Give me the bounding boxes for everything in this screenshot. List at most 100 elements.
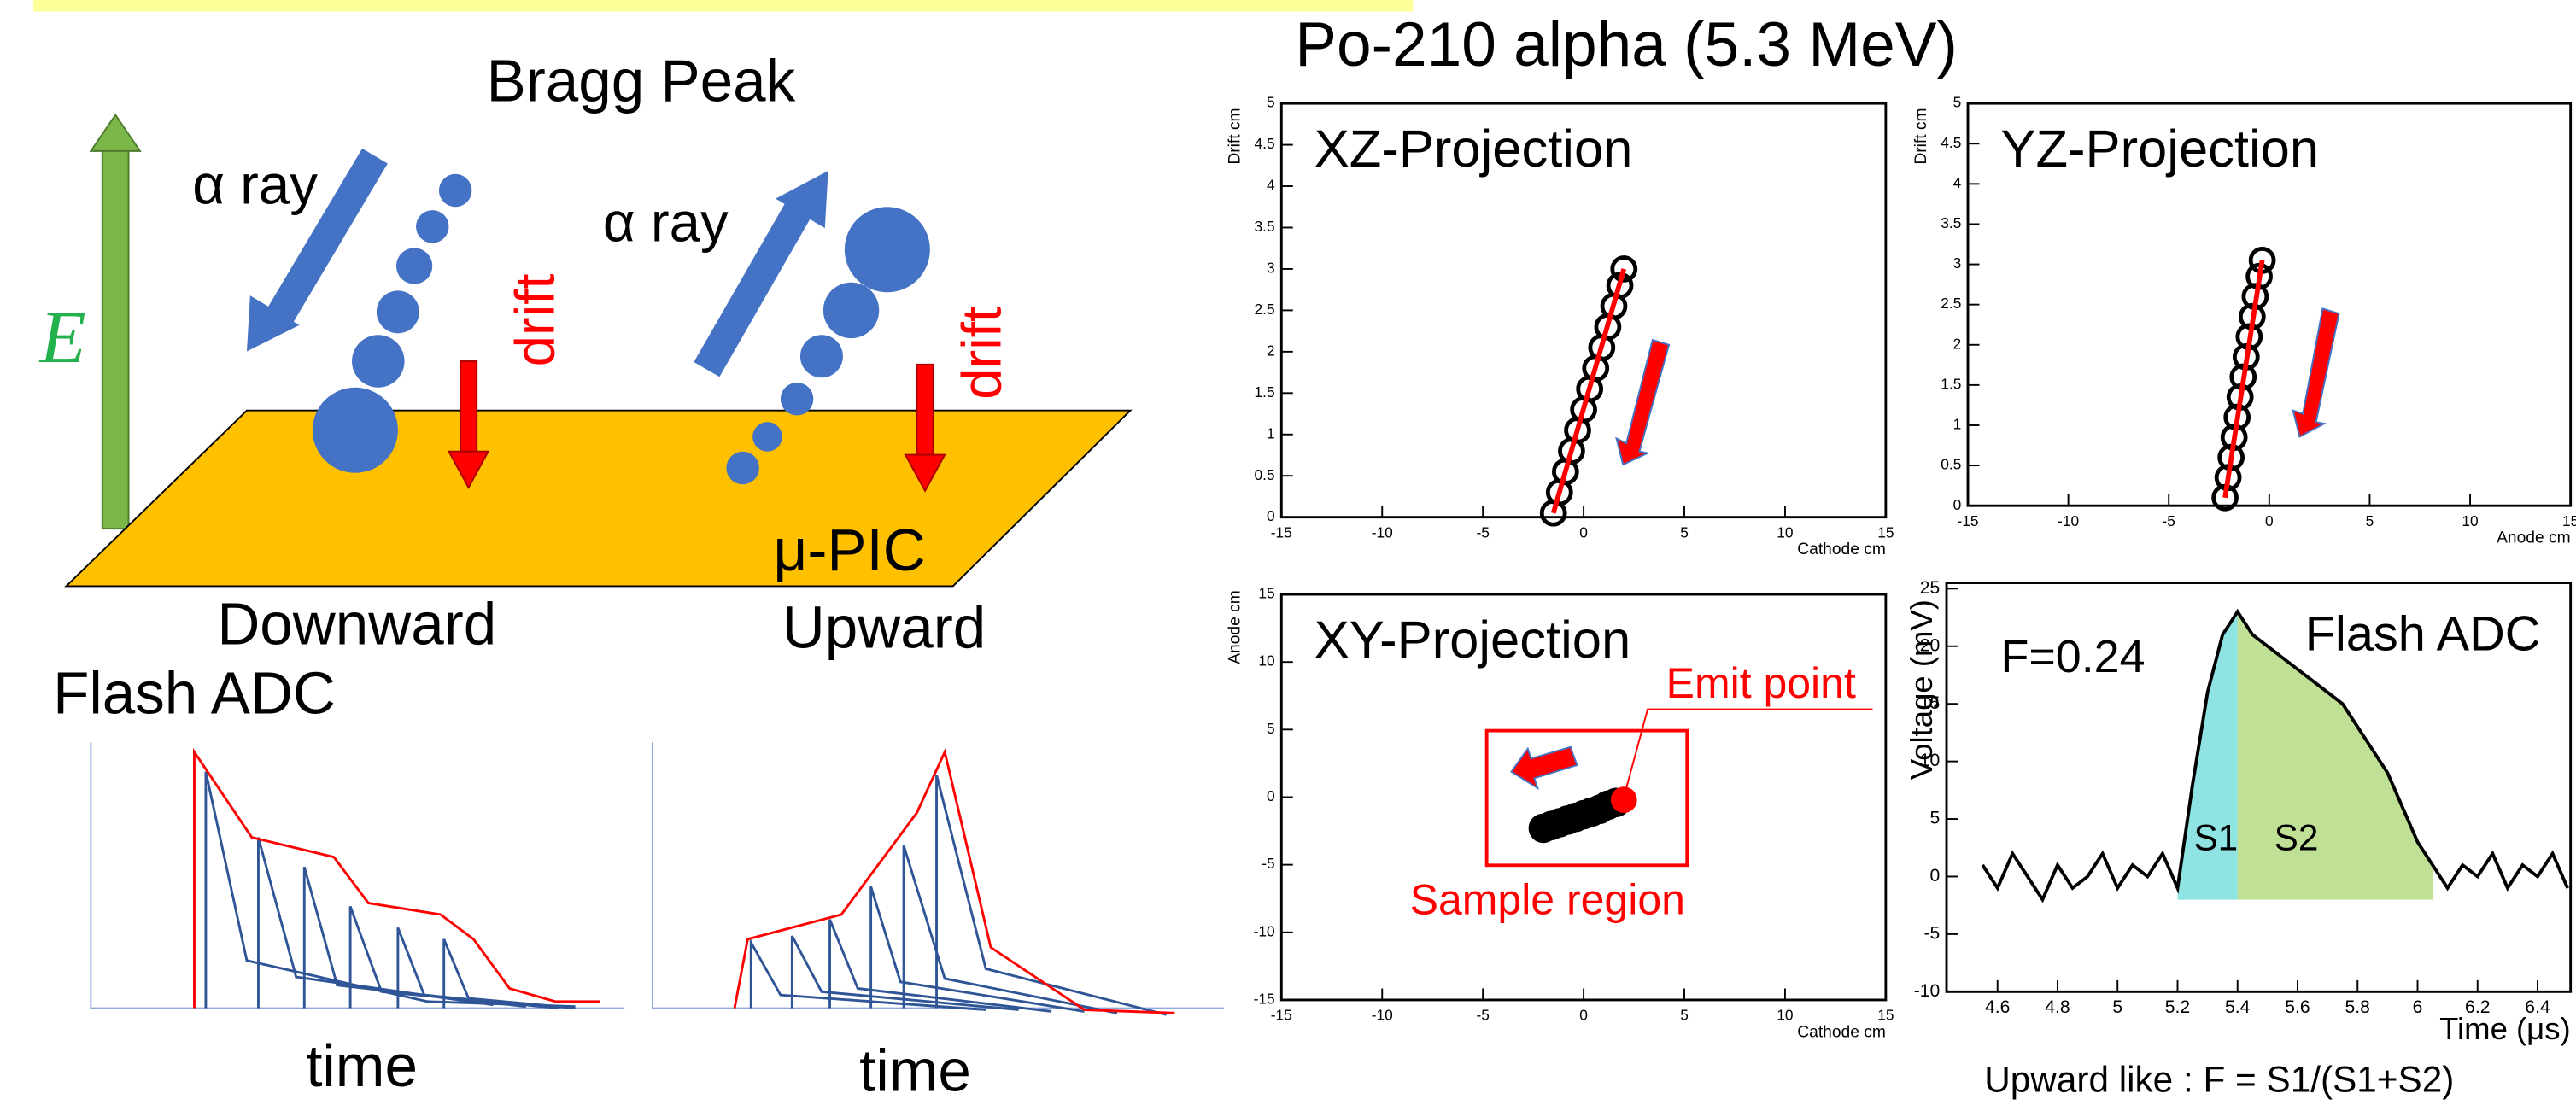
- x-axis-label: Time (μs): [2439, 1011, 2571, 1046]
- x-tick-label: 10: [1777, 523, 1793, 541]
- x-tick-label: -5: [2163, 512, 2175, 529]
- x-tick-label: 0: [1579, 1007, 1588, 1024]
- y-tick-label: 1: [1267, 424, 1275, 441]
- detector-plane: [64, 409, 1133, 588]
- y-axis-label: Drift cm: [1227, 108, 1244, 164]
- x-tick-label: 0: [2265, 512, 2274, 529]
- y-tick-label: 4.5: [1255, 135, 1275, 152]
- plot-frame: [1945, 582, 2573, 993]
- alpha-arrow: [694, 196, 815, 377]
- figure-title: Po-210 alpha (5.3 MeV): [1295, 10, 1958, 79]
- y-tick-label: -10: [1254, 922, 1275, 939]
- field-label: E: [38, 295, 86, 379]
- time-label: time: [306, 1032, 418, 1099]
- downward-label: Downward: [217, 591, 496, 658]
- field-arrow-head: [89, 113, 142, 152]
- y-tick-label: 0: [1267, 787, 1275, 804]
- field-arrow: [101, 147, 130, 530]
- plot-title: YZ-Projection: [2000, 120, 2319, 178]
- plot-title: XY-Projection: [1314, 611, 1630, 669]
- drift-arrows: [447, 360, 946, 493]
- s1-area: [2177, 611, 2238, 900]
- f-annotation: F=0.24: [2000, 631, 2145, 682]
- alpha-label: α ray: [192, 153, 318, 215]
- region-label: Sample region: [1410, 876, 1685, 924]
- y-tick-label: 1.5: [1941, 375, 1961, 392]
- y-tick-label: 4: [1953, 174, 1962, 191]
- s2-area: [2237, 611, 2433, 900]
- x-tick-label: 5: [2112, 997, 2122, 1017]
- x-tick-label: 15: [1877, 1007, 1894, 1024]
- y-tick-label: 0: [1930, 866, 1941, 886]
- y-tick-label: -5: [1924, 923, 1941, 943]
- x-tick-label: 10: [2462, 512, 2478, 529]
- emit-point: [1610, 786, 1637, 814]
- y-tick-label: 0: [1953, 496, 1962, 513]
- y-tick-label: 0.5: [1941, 456, 1961, 473]
- y-tick-label: 1.5: [1255, 383, 1275, 400]
- formula: Upward like : F = S1/(S1+S2): [1984, 1059, 2454, 1099]
- x-axis-label: Cathode cm: [1797, 541, 1886, 558]
- y-tick-label: 20: [1920, 635, 1941, 655]
- y-tick-label: 5: [1267, 720, 1275, 737]
- plot-title: Flash ADC: [2305, 606, 2541, 661]
- x-axis-label: Cathode cm: [1797, 1023, 1886, 1041]
- x-tick-label: 5.6: [2285, 997, 2310, 1017]
- x-tick-label: 4.6: [1985, 997, 2010, 1017]
- x-tick-label: 4.8: [2045, 997, 2070, 1017]
- y-tick-label: 10: [1920, 751, 1941, 770]
- y-tick-label: 4.5: [1941, 134, 1961, 151]
- y-tick-label: 1: [1953, 416, 1962, 433]
- x-tick-label: -5: [1476, 523, 1489, 541]
- y-tick-label: 5: [1267, 94, 1275, 111]
- y-tick-label: 3.5: [1255, 218, 1275, 235]
- x-tick-label: 5: [2366, 512, 2374, 529]
- direction-arrow: [1615, 338, 1671, 466]
- emit-label: Emit point: [1666, 659, 1856, 707]
- x-tick-label: 5: [1680, 1007, 1689, 1024]
- upward-label: Upward: [782, 594, 986, 661]
- y-tick-label: 15: [1258, 585, 1274, 602]
- y-tick-label: 0: [1267, 507, 1275, 524]
- x-tick-label: 6.2: [2465, 997, 2490, 1017]
- s2-label: S2: [2274, 818, 2319, 858]
- x-tick-label: 5.4: [2225, 997, 2251, 1017]
- y-tick-label: 2: [1953, 335, 1962, 352]
- alpha-arrow-head: [246, 295, 300, 352]
- y-axis-label: Anode cm: [1227, 590, 1244, 664]
- x-tick-label: -10: [2058, 512, 2079, 529]
- s1-label: S1: [2193, 818, 2238, 858]
- y-axis-label: Drift cm: [1912, 108, 1930, 164]
- alpha-arrow-head: [776, 170, 828, 229]
- y-tick-label: 25: [1920, 578, 1941, 598]
- bragg-label: Bragg Peak: [487, 47, 796, 114]
- ionization-clusters: [312, 173, 930, 485]
- y-tick-label: 3: [1267, 260, 1275, 277]
- x-tick-label: 6.4: [2525, 997, 2550, 1017]
- x-tick-label: -15: [1271, 1007, 1292, 1024]
- x-tick-label: -10: [1372, 523, 1393, 541]
- y-axis-label: Voltage (mV): [1904, 599, 1939, 780]
- adc-label: Flash ADC: [53, 659, 336, 726]
- x-tick-label: 6: [2413, 997, 2423, 1017]
- adc-sketch-down: [90, 742, 625, 1009]
- y-tick-label: 0.5: [1255, 466, 1275, 483]
- highlight: [33, 0, 1414, 12]
- sample-region: [1484, 728, 1689, 868]
- y-tick-label: 15: [1920, 693, 1941, 713]
- alpha-label: α ray: [603, 191, 729, 254]
- y-tick-label: -10: [1914, 981, 1941, 1001]
- waveform: [1981, 608, 2569, 903]
- drift-label: drift: [950, 307, 1012, 400]
- x-tick-label: 5.8: [2345, 997, 2370, 1017]
- y-tick-label: 4: [1267, 177, 1275, 194]
- direction-arrow: [1510, 745, 1578, 791]
- y-tick-label: 2.5: [1941, 295, 1961, 312]
- hit: [1606, 272, 1634, 300]
- x-tick-label: 15: [2562, 512, 2576, 529]
- time-label: time: [859, 1038, 971, 1104]
- track-fit: [2222, 260, 2265, 499]
- x-tick-label: -15: [1271, 523, 1292, 541]
- y-tick-label: 2: [1267, 342, 1275, 359]
